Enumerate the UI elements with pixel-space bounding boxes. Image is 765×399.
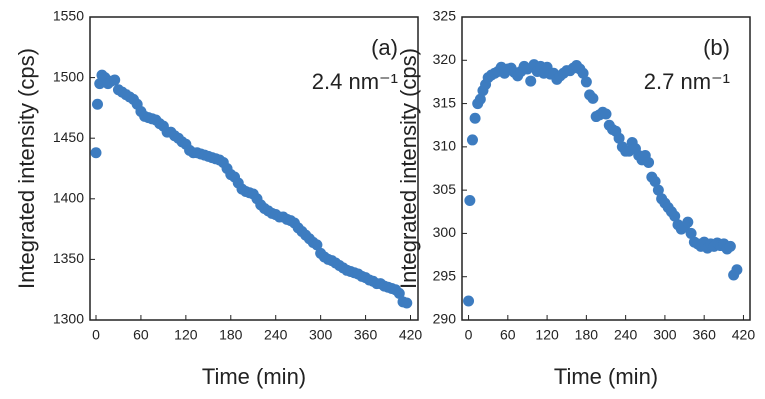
data-point xyxy=(463,295,475,307)
data-point xyxy=(613,132,625,144)
data-point xyxy=(109,74,121,86)
y-tick-label: 1550 xyxy=(53,8,84,24)
data-point xyxy=(469,112,481,124)
data-point xyxy=(474,93,486,105)
plot-frame xyxy=(89,16,419,321)
data-point xyxy=(643,156,655,168)
y-tick-label: 1500 xyxy=(53,68,84,84)
x-tick-label: 180 xyxy=(575,327,599,343)
x-tick-label: 240 xyxy=(614,327,638,343)
x-tick-label: 360 xyxy=(354,327,378,343)
annotation: 2.7 nm⁻¹ xyxy=(644,69,730,94)
x-tick-label: 360 xyxy=(693,327,717,343)
x-tick-label: 300 xyxy=(309,327,333,343)
y-tick-label: 295 xyxy=(433,267,457,283)
x-tick-label: 0 xyxy=(92,327,100,343)
y-axis-title: Integrated intensity (cps) xyxy=(14,48,39,289)
y-tick-label: 300 xyxy=(433,224,457,240)
x-tick-label: 180 xyxy=(219,327,243,343)
annotation: 2.4 nm⁻¹ xyxy=(312,69,398,94)
data-point xyxy=(90,147,102,159)
panel-label: (a) xyxy=(371,35,398,60)
data-point xyxy=(91,98,103,110)
x-tick-label: 420 xyxy=(732,327,756,343)
data-point xyxy=(393,287,405,299)
x-tick-label: 60 xyxy=(500,327,516,343)
x-axis-title: Time (min) xyxy=(554,364,658,389)
y-tick-label: 1450 xyxy=(53,129,84,145)
data-point xyxy=(685,227,697,239)
plot-frame xyxy=(461,16,751,321)
y-tick-label: 310 xyxy=(433,138,457,154)
x-tick-label: 0 xyxy=(465,327,473,343)
data-point xyxy=(580,76,592,88)
x-tick-label: 120 xyxy=(174,327,198,343)
y-tick-label: 325 xyxy=(433,8,457,24)
y-tick-label: 320 xyxy=(433,51,457,67)
y-tick-label: 1300 xyxy=(53,311,84,327)
x-tick-label: 420 xyxy=(399,327,423,343)
data-point xyxy=(724,240,736,252)
data-point xyxy=(682,216,694,228)
data-point xyxy=(577,67,589,79)
x-tick-label: 60 xyxy=(133,327,149,343)
data-point xyxy=(669,210,681,222)
y-tick-label: 290 xyxy=(433,311,457,327)
data-point xyxy=(525,75,537,87)
x-tick-label: 300 xyxy=(653,327,677,343)
data-point xyxy=(587,92,599,104)
data-point xyxy=(311,239,323,251)
y-tick-label: 1400 xyxy=(53,190,84,206)
x-tick-label: 240 xyxy=(264,327,288,343)
data-point xyxy=(649,175,661,187)
y-tick-label: 1350 xyxy=(53,250,84,266)
data-point xyxy=(464,195,476,207)
data-point xyxy=(401,297,413,309)
x-tick-label: 120 xyxy=(535,327,559,343)
data-point xyxy=(652,184,664,196)
data-point xyxy=(600,108,612,120)
data-point xyxy=(731,264,743,276)
data-point xyxy=(466,134,478,146)
panel-label: (b) xyxy=(703,35,730,60)
y-axis-title: Integrated intensity (cps) xyxy=(396,48,421,289)
x-axis-title: Time (min) xyxy=(202,364,306,389)
y-tick-label: 305 xyxy=(433,181,457,197)
y-tick-label: 315 xyxy=(433,94,457,110)
